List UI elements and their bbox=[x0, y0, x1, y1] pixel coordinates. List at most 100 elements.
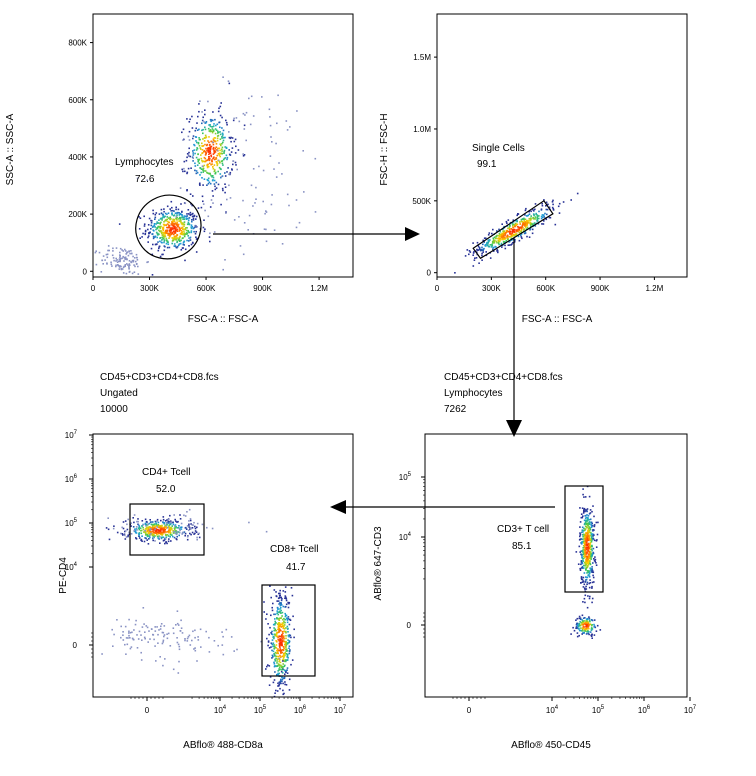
event-dot bbox=[153, 638, 155, 641]
event-dot bbox=[183, 235, 186, 238]
event-dot bbox=[468, 250, 471, 252]
event-dot bbox=[576, 635, 579, 638]
event-dot bbox=[582, 625, 585, 628]
event-dot bbox=[583, 510, 585, 513]
event-dot bbox=[162, 529, 164, 532]
event-dot bbox=[134, 260, 137, 263]
event-dot bbox=[166, 213, 168, 216]
event-dot bbox=[168, 521, 170, 524]
event-dot bbox=[272, 681, 275, 684]
y-tick-label: 106 bbox=[65, 474, 78, 484]
event-dot bbox=[588, 616, 590, 618]
event-dot bbox=[151, 526, 154, 529]
event-dot bbox=[161, 642, 164, 645]
event-dot bbox=[510, 234, 513, 237]
event-dot bbox=[176, 532, 178, 534]
event-dot bbox=[277, 628, 279, 631]
event-dot bbox=[182, 241, 185, 244]
event-dot bbox=[466, 249, 469, 251]
event-dot bbox=[581, 541, 583, 544]
event-dot bbox=[155, 231, 158, 234]
event-dot bbox=[285, 120, 288, 122]
event-dot bbox=[152, 633, 154, 636]
event-dot bbox=[173, 514, 175, 516]
event-dot bbox=[146, 524, 148, 527]
event-dot bbox=[288, 640, 291, 643]
y-tick-label: 1.0M bbox=[413, 125, 431, 134]
event-dot bbox=[167, 518, 170, 521]
event-dot bbox=[583, 535, 585, 537]
event-dot bbox=[273, 645, 276, 648]
event-dot bbox=[581, 562, 584, 565]
event-dot bbox=[534, 208, 536, 211]
event-dot bbox=[580, 538, 583, 540]
event-dot bbox=[570, 199, 572, 201]
event-dot bbox=[506, 234, 509, 237]
event-dot bbox=[592, 547, 595, 550]
event-dot bbox=[153, 523, 156, 525]
event-dot bbox=[193, 144, 196, 147]
event-dot bbox=[205, 630, 207, 633]
event-dot bbox=[119, 265, 121, 267]
event-dot bbox=[586, 617, 589, 620]
event-dot bbox=[585, 521, 587, 524]
event-dot bbox=[173, 210, 175, 212]
event-dot bbox=[186, 637, 189, 640]
x-tick-label: 600K bbox=[536, 284, 555, 293]
event-dot bbox=[578, 623, 580, 625]
event-dot bbox=[194, 165, 197, 167]
event-dot bbox=[132, 517, 134, 519]
event-dot bbox=[284, 652, 286, 655]
event-dot bbox=[277, 655, 279, 658]
event-dot bbox=[239, 245, 242, 247]
event-dot bbox=[169, 532, 172, 534]
event-dot bbox=[104, 259, 106, 261]
event-dot bbox=[285, 614, 287, 617]
event-dot bbox=[210, 140, 212, 143]
event-dot bbox=[205, 151, 207, 153]
event-dot bbox=[162, 233, 164, 236]
event-dot bbox=[248, 97, 250, 100]
event-dot bbox=[594, 560, 596, 563]
event-dot bbox=[530, 218, 532, 220]
event-dot bbox=[296, 110, 298, 112]
event-dot bbox=[226, 158, 228, 161]
event-dot bbox=[272, 633, 274, 636]
event-dot bbox=[192, 227, 195, 230]
event-dot bbox=[280, 643, 282, 645]
event-dot bbox=[282, 639, 284, 642]
event-dot bbox=[587, 522, 589, 524]
event-dot bbox=[587, 595, 589, 597]
event-dot bbox=[200, 168, 203, 170]
event-dot bbox=[179, 217, 181, 220]
event-dot bbox=[588, 544, 591, 546]
event-dot bbox=[219, 173, 222, 175]
event-dot bbox=[536, 215, 539, 218]
event-dot bbox=[209, 130, 211, 133]
event-dot bbox=[161, 241, 163, 244]
event-dot bbox=[276, 623, 279, 625]
event-dot bbox=[512, 230, 514, 233]
event-dot bbox=[107, 517, 109, 519]
event-dot bbox=[182, 170, 184, 173]
event-dot bbox=[290, 636, 292, 639]
event-dot bbox=[587, 570, 589, 572]
event-dot bbox=[588, 557, 591, 559]
event-dot bbox=[126, 258, 128, 261]
event-dot bbox=[507, 219, 510, 221]
event-dot bbox=[221, 631, 223, 633]
event-dot bbox=[138, 630, 141, 633]
event-dot bbox=[201, 159, 203, 162]
event-dot bbox=[252, 115, 255, 117]
event-dot bbox=[588, 617, 591, 620]
event-dot bbox=[148, 522, 151, 525]
event-dot bbox=[489, 244, 492, 246]
event-dot bbox=[168, 538, 170, 540]
event-dot bbox=[540, 208, 543, 210]
event-dot bbox=[271, 657, 273, 659]
event-dot bbox=[202, 128, 204, 131]
event-dot bbox=[147, 529, 149, 531]
event-dot bbox=[159, 532, 161, 534]
event-dot bbox=[158, 222, 160, 224]
event-dot bbox=[585, 526, 588, 528]
